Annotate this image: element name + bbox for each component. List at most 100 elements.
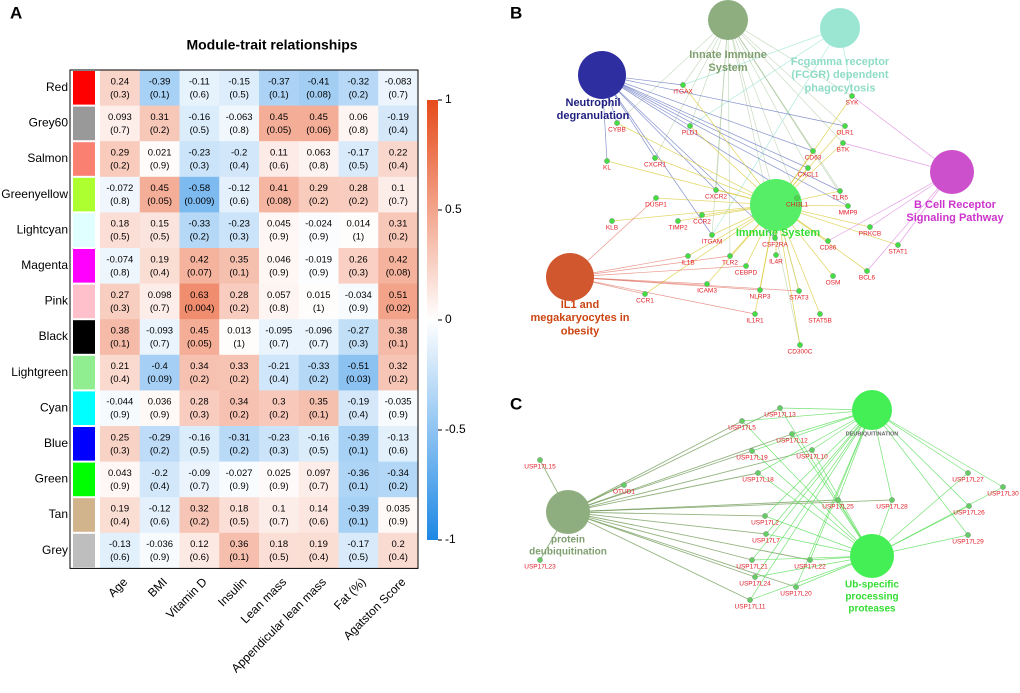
- cell-value: -0.093: [146, 326, 173, 337]
- cell-p-value: (0.4): [388, 552, 408, 563]
- network-edge: [871, 409, 1004, 488]
- heat-cell: [298, 497, 339, 534]
- gene-label: USP17L20: [780, 591, 812, 598]
- cell-p-value: (0.2): [388, 481, 408, 492]
- gene-label: BCL6: [859, 275, 876, 282]
- network-edge: [569, 276, 756, 315]
- row-label: Grey60: [29, 116, 69, 130]
- cell-value: 0.06: [349, 112, 368, 123]
- cell-p-value: (0.9): [269, 232, 289, 243]
- heat-cell: [100, 426, 141, 463]
- cell-value: -0.39: [348, 432, 370, 443]
- heat-cell: [259, 426, 300, 463]
- cell-p-value: (0.5): [349, 161, 369, 172]
- cell-value: -0.09: [189, 468, 211, 479]
- network-edge: [791, 433, 873, 557]
- cell-p-value: (0.6): [190, 89, 210, 100]
- cell-p-value: (0.7): [150, 339, 170, 350]
- cell-p-value: (0.09): [147, 374, 172, 385]
- gene-label: USP17L10: [796, 454, 828, 461]
- network-edge: [727, 19, 849, 207]
- cell-p-value: (0.2): [388, 374, 408, 385]
- heat-cell: [179, 354, 220, 391]
- cell-value: 0.28: [190, 397, 209, 408]
- cell-p-value: (0.2): [190, 517, 210, 528]
- cell-p-value: (0.05): [266, 125, 291, 136]
- gene-label: KL: [603, 165, 611, 172]
- cell-value: 0.14: [309, 504, 328, 515]
- heat-cell: [219, 70, 260, 107]
- cell-p-value: (0.02): [386, 303, 411, 314]
- cell-p-value: (0.9): [269, 267, 289, 278]
- pathway-node: [850, 534, 894, 578]
- heat-cell: [100, 248, 141, 285]
- cell-value: 0.45: [190, 326, 209, 337]
- cell-p-value: (0.8): [110, 267, 130, 278]
- cell-value: 0.19: [309, 539, 328, 550]
- pathway-node: [852, 390, 892, 430]
- cell-p-value: (0.3): [110, 445, 130, 456]
- gene-node: [709, 232, 715, 238]
- cell-p-value: (0.3): [349, 267, 369, 278]
- cell-p-value: (0.3): [229, 232, 249, 243]
- heat-cell: [298, 354, 339, 391]
- cell-p-value: (0.6): [269, 161, 289, 172]
- cell-p-value: (0.8): [349, 125, 369, 136]
- cell-p-value: (0.4): [388, 161, 408, 172]
- network-edge: [654, 19, 729, 159]
- heat-cell: [139, 497, 180, 534]
- module-swatch: [73, 213, 95, 247]
- pathway-label: IL1 and: [561, 299, 600, 311]
- gene-label: CXCR1: [644, 162, 666, 169]
- network-edge: [765, 409, 873, 535]
- heat-cell: [179, 176, 220, 213]
- cell-p-value: (0.2): [229, 374, 249, 385]
- cell-p-value: (0.5): [229, 89, 249, 100]
- pathway-node: [708, 0, 748, 40]
- heat-cell: [179, 390, 220, 427]
- heat-cell: [139, 354, 180, 391]
- heat-cell: [139, 426, 180, 463]
- cell-p-value: (0.5): [190, 445, 210, 456]
- gene-label: ITGAM: [702, 239, 723, 246]
- gene-label: IL1R1: [746, 318, 764, 325]
- cell-value: -0.33: [308, 361, 330, 372]
- gene-label: USP17L24: [739, 581, 771, 588]
- cell-p-value: (0.2): [349, 89, 369, 100]
- heat-cell: [338, 497, 379, 534]
- gene-label: IL1B: [681, 260, 694, 267]
- cell-value: 0.036: [148, 397, 172, 408]
- gene-node: [889, 497, 895, 503]
- gene-label: USP17L22: [794, 564, 826, 571]
- cell-p-value: (0.4): [388, 125, 408, 136]
- cell-p-value: (0.05): [187, 339, 212, 350]
- heat-cell: [259, 390, 300, 427]
- gene-label: USP17L2: [751, 520, 779, 527]
- cell-p-value: (0.2): [190, 374, 210, 385]
- cell-p-value: (0.6): [229, 196, 249, 207]
- column-label: Insulin: [215, 575, 249, 609]
- cell-p-value: (0.06): [306, 125, 331, 136]
- heat-cell: [378, 461, 419, 498]
- gene-label: MMP9: [839, 210, 858, 217]
- module-swatch: [73, 320, 95, 354]
- heat-cell: [378, 248, 419, 285]
- gene-node: [805, 165, 811, 171]
- gene-node: [842, 123, 848, 129]
- pathway-node: [750, 179, 802, 231]
- cell-p-value: (0.7): [110, 125, 130, 136]
- cell-p-value: (0.08): [266, 196, 291, 207]
- gene-label: TLR2: [722, 260, 738, 267]
- cell-p-value: (0.2): [349, 196, 369, 207]
- heat-cell: [338, 532, 379, 569]
- heat-cell: [338, 212, 379, 249]
- cell-value: -0.39: [149, 76, 171, 87]
- network-edge: [751, 409, 873, 452]
- cell-p-value: (0.07): [187, 267, 212, 278]
- cell-p-value: (0.4): [269, 374, 289, 385]
- cell-p-value: (0.2): [190, 232, 210, 243]
- cell-value: -0.33: [189, 219, 211, 230]
- heat-cell: [259, 283, 300, 320]
- cell-value: 0.098: [148, 290, 172, 301]
- gene-node: [849, 93, 855, 99]
